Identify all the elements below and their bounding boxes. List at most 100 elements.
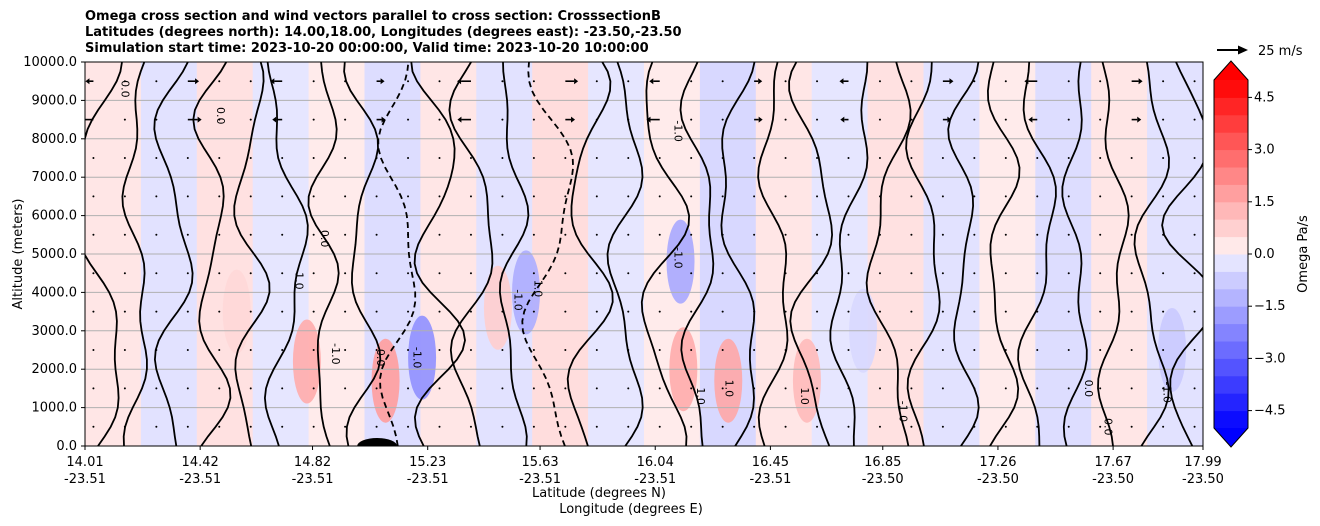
colorbar-level [1214, 114, 1248, 133]
wind-vector [375, 387, 378, 390]
y-tick-label: 6000.0 [32, 209, 78, 224]
wind-vector [910, 387, 913, 390]
wind-vector [1193, 349, 1196, 351]
wind-vector [847, 387, 850, 390]
wind-vector [1099, 233, 1102, 236]
wind-vector [155, 387, 158, 390]
wind-vector [92, 233, 95, 236]
wind-vector [878, 80, 881, 83]
wind-vector [1004, 195, 1007, 198]
colorbar-level [1214, 375, 1248, 394]
omega-region [222, 269, 251, 354]
wind-vector [532, 272, 535, 275]
colorbar-label: Omega Pa/s [1296, 215, 1311, 293]
wind-vector [186, 272, 189, 275]
wind-vector [1036, 157, 1039, 159]
wind-vector [1099, 387, 1102, 390]
wind-vector [344, 157, 347, 159]
wind-vector-head [457, 78, 462, 85]
x-tick-label-lon: -23.50 [977, 472, 1019, 487]
wind-vector [753, 195, 756, 198]
wind-vector [564, 349, 567, 351]
wind-vector [816, 157, 819, 159]
x-axis: 14.01 -23.51 14.42 -23.51 14.82 -23.51 15.23 -2… [64, 446, 1224, 487]
wind-vector [501, 195, 504, 198]
wind-vector [816, 272, 819, 275]
omega-region [371, 338, 400, 423]
contour-line [865, 62, 912, 446]
x-tick-label-lat: 17.67 [1095, 455, 1132, 470]
wind-vector [1162, 80, 1165, 83]
wind-vector [878, 118, 881, 121]
x-tick-label-lat: 17.99 [1184, 455, 1221, 470]
wind-vector [658, 233, 661, 236]
x-tick-label-lon: -23.51 [292, 472, 334, 487]
colorbar-level [1214, 80, 1248, 98]
colorbar-tick-label: 0.0 [1254, 247, 1275, 262]
wind-vector-head [839, 78, 844, 85]
contour-line [1133, 62, 1170, 446]
wind-vector [501, 387, 504, 390]
wind-vector [658, 425, 661, 428]
wind-vector [123, 310, 126, 313]
colorbar-level [1214, 149, 1248, 168]
wind-vector [627, 272, 630, 275]
wind-vector [281, 310, 284, 313]
wind-vector [627, 387, 630, 390]
contour-label: 0.0 [1082, 380, 1095, 398]
wind-vector [218, 233, 221, 236]
terrain-blob [357, 438, 398, 446]
wind-vector [438, 425, 441, 428]
wind-vector [753, 157, 756, 159]
wind-vector [532, 387, 535, 390]
wind-vector [123, 349, 126, 351]
wind-vector [910, 118, 913, 121]
y-tick-label: 5000.0 [32, 247, 78, 262]
x-tick-label-lat: 16.04 [637, 455, 674, 470]
wind-vector [155, 157, 158, 159]
y-axis: 0.0 1000.0 2000.0 3000.0 4000.0 5000.0 6000.0 7… [23, 55, 85, 454]
wind-vector [501, 118, 504, 121]
wind-vector [1130, 387, 1133, 390]
wind-vector [564, 195, 567, 198]
contour-line [1017, 62, 1057, 446]
wind-vector-head [197, 116, 202, 123]
wind-vector [344, 387, 347, 390]
x-tick-label-lon: -23.51 [407, 472, 449, 487]
contour-line [410, 62, 466, 446]
wind-vector [910, 349, 913, 351]
wind-vector [910, 80, 913, 83]
wind-vector [595, 157, 598, 159]
wind-vector [92, 349, 95, 351]
wind-vector [281, 387, 284, 390]
x-axis-label-lon: Longitude (degrees E) [559, 502, 703, 517]
wind-vector [532, 157, 535, 159]
wind-vector [532, 425, 535, 428]
wind-vector [878, 233, 881, 236]
wind-vector [407, 387, 410, 390]
contour-label: -1.0 [896, 401, 909, 422]
colorbar-level [1214, 219, 1248, 238]
colorbar-level [1214, 358, 1248, 377]
wind-vector [1099, 157, 1102, 159]
wind-vector [784, 425, 787, 428]
wind-vector [438, 272, 441, 275]
wind-vector [92, 272, 95, 275]
contour-line [757, 62, 789, 446]
wind-vector [1067, 80, 1070, 83]
title-line-3: Simulation start time: 2023-10-20 00:00:… [85, 41, 649, 56]
wind-vector [501, 233, 504, 236]
contour-line [498, 62, 530, 446]
contour-line [521, 62, 575, 446]
omega-region [792, 338, 821, 423]
wind-vector [123, 387, 126, 390]
wind-vector [753, 272, 756, 275]
wind-vector [753, 425, 756, 428]
x-tick-label-lon: -23.50 [1182, 472, 1224, 487]
wind-vector [344, 118, 347, 121]
wind-vector [941, 349, 944, 351]
wind-vector [375, 272, 378, 275]
wind-vector [1130, 272, 1133, 275]
wind-vector [312, 272, 315, 275]
colorbar-level [1214, 97, 1248, 116]
